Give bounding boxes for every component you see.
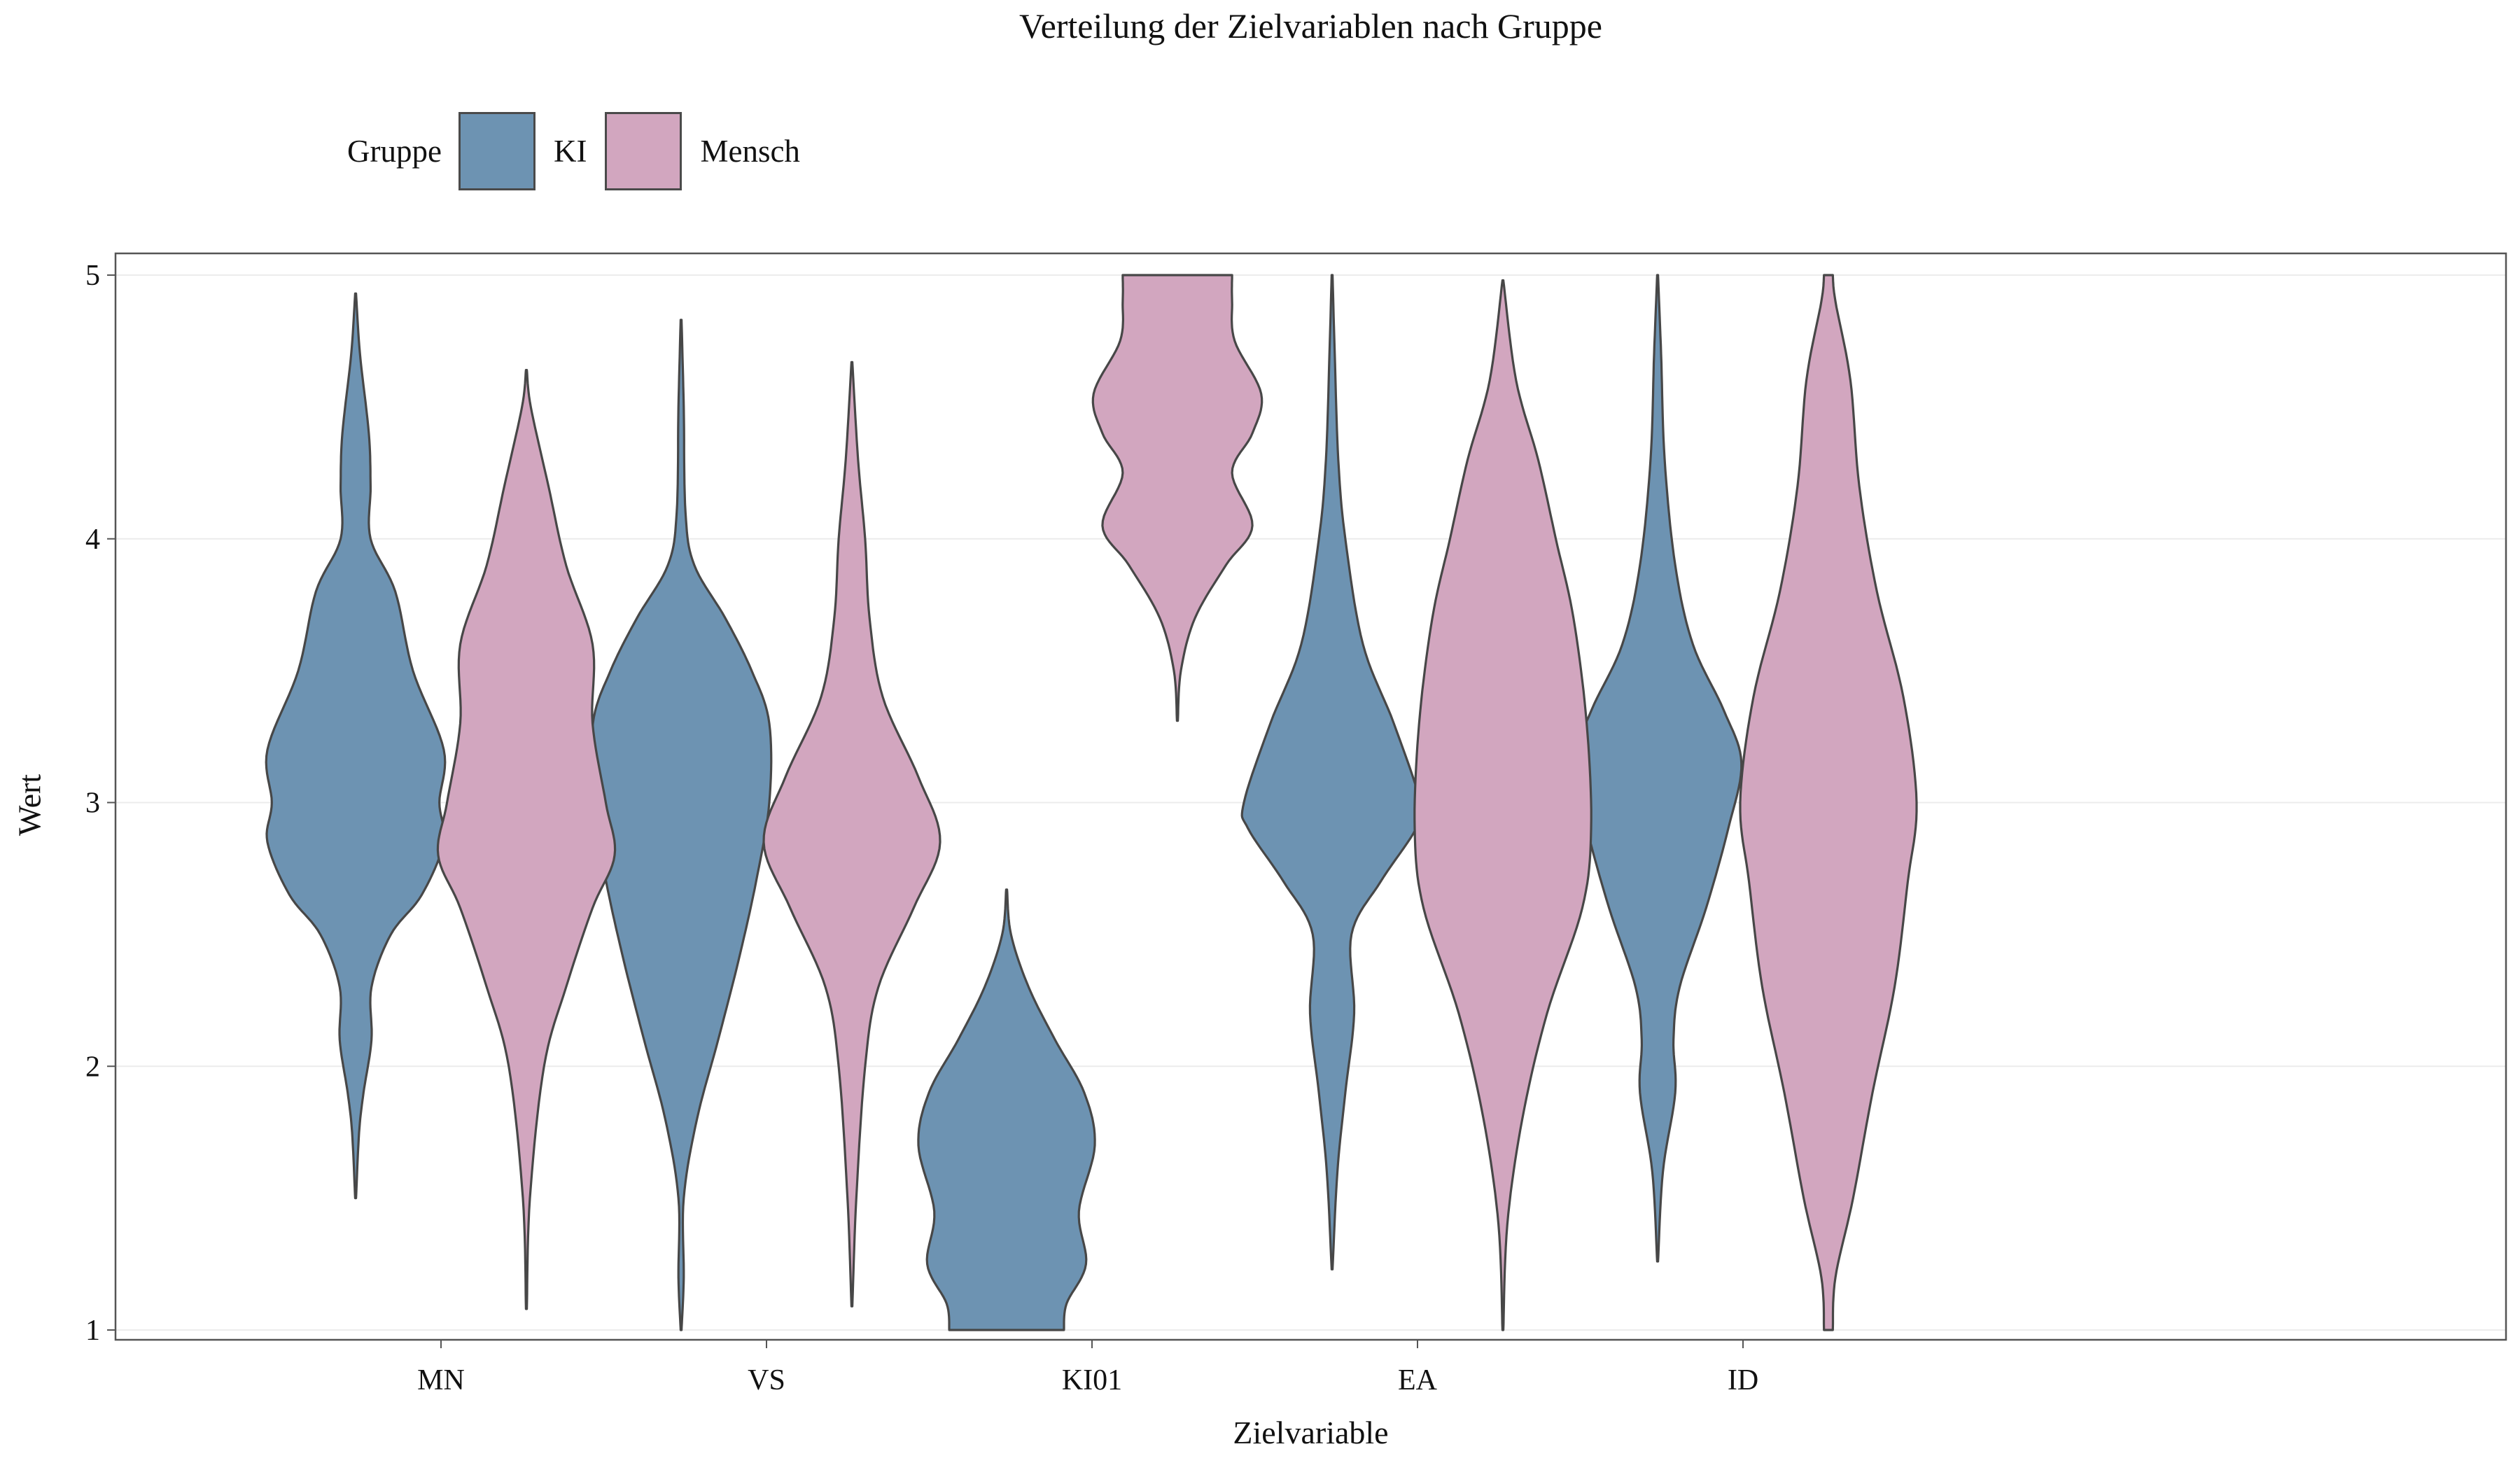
y-tick-label-5: 5: [85, 260, 100, 292]
legend-swatch-ki: [458, 112, 536, 190]
x-tick-label-id: ID: [1728, 1364, 1758, 1396]
x-tick-label-vs: VS: [748, 1364, 785, 1396]
legend-swatch-mensch: [605, 112, 682, 190]
y-axis-title: Wert: [11, 774, 48, 836]
chart-title: Verteilung der Zielvariablen nach Gruppe: [1019, 6, 1602, 46]
violin-mensch-mn: [436, 369, 617, 1310]
y-tick-label-3: 3: [85, 788, 100, 820]
legend-label-mensch: Mensch: [700, 134, 800, 169]
violins: [265, 274, 1918, 1331]
violin-mensch-vs: [762, 360, 941, 1308]
violin-ki-ea: [1240, 274, 1424, 1270]
legend-title: Gruppe: [347, 134, 442, 169]
legend-item-ki: KI: [458, 112, 587, 190]
legend-label-ki: KI: [553, 134, 587, 169]
x-tick-label-mn: MN: [417, 1364, 465, 1396]
legend: Gruppe KI Mensch: [347, 109, 818, 193]
x-tick-label-ea: EA: [1398, 1364, 1438, 1396]
axes: 1 2 3 4 5 MN VS KI01 EA ID: [85, 260, 1758, 1396]
violin-ki-id: [1572, 274, 1743, 1263]
y-tick-label-2: 2: [85, 1051, 100, 1083]
violin-mensch-ea: [1413, 279, 1592, 1331]
violin-ki-ki01: [917, 888, 1096, 1331]
legend-item-mensch: Mensch: [605, 112, 800, 190]
violin-mensch-ki01: [1091, 274, 1264, 722]
violin-ki-mn: [265, 292, 447, 1200]
plot-frame: [114, 252, 2507, 1341]
violin-mensch-id: [1739, 274, 1918, 1331]
x-tick-label-ki01: KI01: [1062, 1364, 1122, 1396]
violin-ki-vs: [589, 318, 773, 1331]
y-tick-label-4: 4: [85, 524, 100, 556]
y-tick-label-1: 1: [85, 1315, 100, 1347]
x-axis-title: Zielvariable: [1233, 1415, 1389, 1450]
